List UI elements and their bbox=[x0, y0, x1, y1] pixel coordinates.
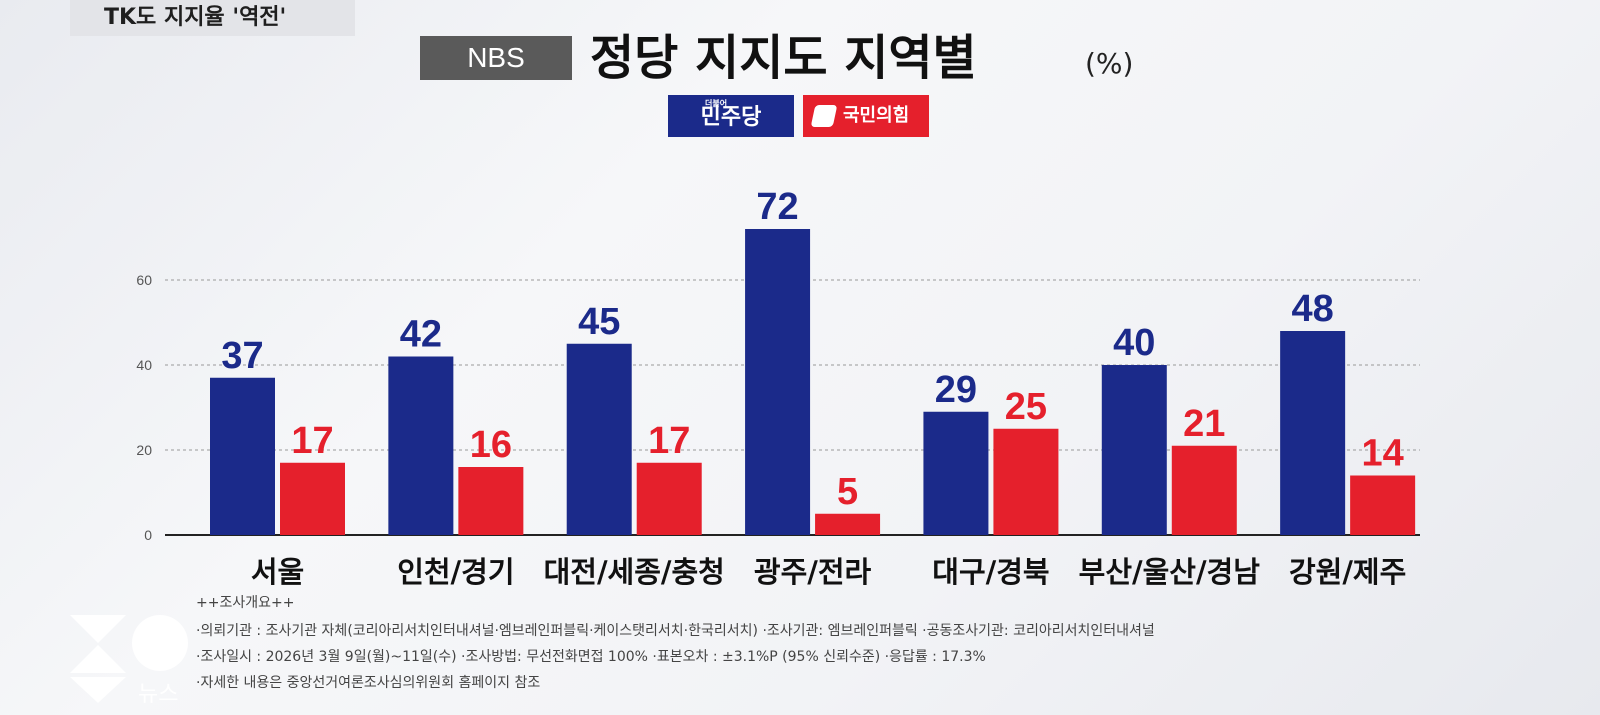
y-tick-label: 60 bbox=[136, 272, 152, 288]
data-label-democratic: 40 bbox=[1113, 322, 1155, 364]
data-label-democratic: 37 bbox=[221, 335, 263, 377]
bar-chart: 0 20 40 60 37 17 서울 42 16 인천/경기 45 17 대전/세종/충청 72 5 광주/… bbox=[136, 186, 1420, 589]
page-title: 정당 지지도 지역별 bbox=[590, 30, 977, 86]
data-label-ppp: 21 bbox=[1183, 403, 1225, 445]
bar-ppp bbox=[280, 462, 345, 535]
data-label-ppp: 17 bbox=[648, 420, 690, 462]
x-category-label: 대전/세종/충청 bbox=[544, 555, 725, 589]
y-tick-label: 40 bbox=[136, 357, 152, 373]
bar-ppp bbox=[1171, 445, 1237, 535]
data-label-ppp: 14 bbox=[1362, 433, 1404, 475]
footnote-line-1: ·의뢰기관 : 조사기관 자체(코리아리서치인터내셔널·엠브레인퍼블릭·케이스탯… bbox=[196, 623, 1155, 639]
headline-tag: TK도 지지율 '역전' bbox=[70, 0, 355, 36]
x-category-label: 광주/전라 bbox=[754, 555, 872, 589]
news-logo-text: 뉴스 bbox=[138, 682, 178, 707]
x-category-label: 부산/울산/경남 bbox=[1079, 555, 1261, 589]
footnote-heading: ++조사개요++ bbox=[196, 595, 295, 611]
bar-democratic bbox=[1101, 365, 1167, 535]
data-label-democratic: 48 bbox=[1292, 288, 1334, 330]
x-category-label: 강원/제주 bbox=[1289, 555, 1406, 589]
data-label-ppp: 16 bbox=[470, 424, 512, 466]
data-label-democratic: 42 bbox=[400, 314, 442, 356]
bar-democratic bbox=[566, 343, 632, 535]
x-category-label: 인천/경기 bbox=[397, 555, 514, 589]
legend-ppp-label: 국민의힘 bbox=[843, 105, 910, 126]
data-label-democratic: 45 bbox=[578, 301, 620, 343]
bar-ppp bbox=[815, 513, 881, 535]
chart-header: NBS 정당 지지도 지역별 (%) bbox=[420, 30, 1180, 86]
news-channel-logo-icon: 뉴스 bbox=[70, 615, 188, 707]
data-label-ppp: 17 bbox=[291, 420, 333, 462]
legend-people-power-party: 국민의힘 bbox=[803, 95, 929, 137]
bar-democratic bbox=[745, 229, 811, 535]
y-tick-label: 0 bbox=[144, 527, 152, 543]
data-label-democratic: 29 bbox=[935, 369, 977, 411]
footnote-line-2: ·조사일시 : 2026년 3월 9일(월)~11일(수) ·조사방법: 무선전… bbox=[196, 649, 986, 665]
legend-small-text: 더불어 bbox=[705, 99, 728, 108]
bar-democratic bbox=[210, 377, 275, 535]
x-category-label: 서울 bbox=[251, 555, 304, 589]
source-box: NBS bbox=[420, 36, 572, 80]
bar-ppp bbox=[458, 467, 524, 535]
data-label-ppp: 25 bbox=[1005, 386, 1047, 428]
bar-democratic bbox=[923, 411, 989, 535]
legend-democratic-party: 더불어 민주당 bbox=[668, 95, 794, 137]
legend-democratic-label: 민주당 bbox=[700, 105, 762, 130]
x-category-label: 대구/경북 bbox=[932, 555, 1049, 589]
bar-ppp bbox=[1350, 475, 1416, 535]
bar-democratic bbox=[388, 356, 454, 535]
bar-ppp bbox=[636, 462, 702, 535]
unit-label: (%) bbox=[1085, 47, 1134, 80]
footnote-line-3: ·자세한 내용은 중앙선거여론조사심의위원회 홈페이지 참조 bbox=[196, 675, 541, 691]
data-label-ppp: 5 bbox=[837, 471, 858, 513]
data-label-democratic: 72 bbox=[756, 186, 798, 228]
y-tick-label: 20 bbox=[136, 442, 152, 458]
bar-democratic bbox=[1280, 331, 1346, 535]
bar-ppp bbox=[993, 428, 1059, 535]
